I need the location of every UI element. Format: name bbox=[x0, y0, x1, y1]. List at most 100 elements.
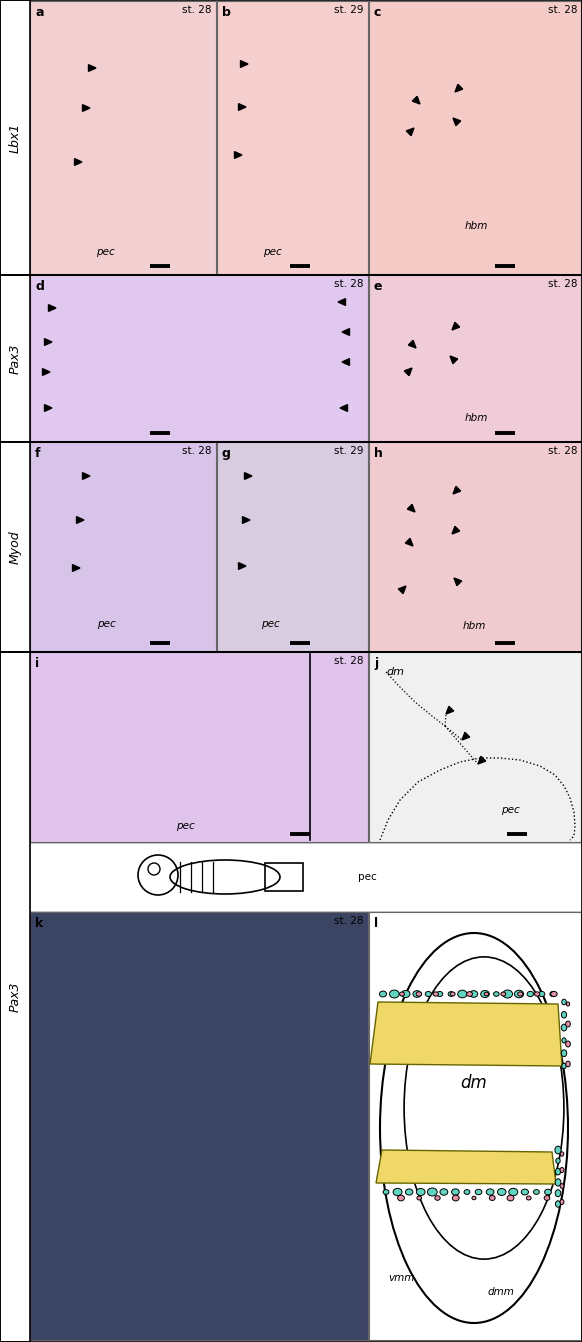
Polygon shape bbox=[42, 369, 50, 376]
Bar bbox=[30, 652, 368, 841]
Ellipse shape bbox=[417, 1196, 421, 1200]
Ellipse shape bbox=[481, 990, 489, 997]
Ellipse shape bbox=[562, 1037, 566, 1043]
Polygon shape bbox=[446, 706, 454, 714]
Text: st. 28: st. 28 bbox=[183, 5, 212, 15]
Bar bbox=[30, 442, 216, 651]
Ellipse shape bbox=[484, 992, 489, 996]
Polygon shape bbox=[240, 60, 248, 67]
Ellipse shape bbox=[562, 1012, 567, 1019]
Text: st. 29: st. 29 bbox=[335, 5, 364, 15]
Bar bbox=[369, 442, 581, 651]
Ellipse shape bbox=[450, 992, 455, 996]
Ellipse shape bbox=[393, 1189, 402, 1196]
Ellipse shape bbox=[427, 1188, 437, 1196]
Ellipse shape bbox=[561, 1024, 567, 1031]
Ellipse shape bbox=[550, 992, 556, 997]
Ellipse shape bbox=[379, 992, 386, 997]
Ellipse shape bbox=[501, 992, 506, 996]
Ellipse shape bbox=[562, 1000, 566, 1005]
Text: st. 28: st. 28 bbox=[335, 279, 364, 289]
Ellipse shape bbox=[521, 1189, 528, 1194]
Ellipse shape bbox=[457, 990, 467, 998]
Ellipse shape bbox=[514, 990, 524, 997]
Ellipse shape bbox=[448, 992, 454, 996]
Ellipse shape bbox=[464, 1189, 470, 1194]
Polygon shape bbox=[462, 733, 470, 739]
Text: dmm: dmm bbox=[488, 1287, 515, 1296]
Text: st. 28: st. 28 bbox=[335, 656, 364, 666]
Polygon shape bbox=[452, 322, 460, 330]
Text: pec: pec bbox=[97, 619, 115, 629]
Polygon shape bbox=[44, 405, 52, 412]
Text: vmm: vmm bbox=[388, 1274, 414, 1283]
Text: pec: pec bbox=[95, 247, 115, 258]
Bar bbox=[217, 442, 368, 651]
Text: st. 28: st. 28 bbox=[335, 917, 364, 926]
Ellipse shape bbox=[534, 992, 540, 996]
Bar bbox=[30, 843, 581, 911]
Bar bbox=[369, 275, 581, 442]
Ellipse shape bbox=[470, 990, 478, 997]
Text: i: i bbox=[35, 658, 39, 670]
Text: Pax3: Pax3 bbox=[9, 982, 22, 1012]
Text: dm: dm bbox=[386, 667, 404, 676]
Ellipse shape bbox=[551, 992, 557, 997]
Bar bbox=[369, 913, 581, 1341]
Text: b: b bbox=[222, 5, 231, 19]
Polygon shape bbox=[239, 103, 246, 110]
Polygon shape bbox=[340, 405, 347, 412]
Text: st. 28: st. 28 bbox=[548, 5, 577, 15]
Polygon shape bbox=[235, 152, 242, 158]
Text: st. 28: st. 28 bbox=[548, 279, 577, 289]
Bar bbox=[0, 652, 582, 1342]
Ellipse shape bbox=[402, 990, 410, 997]
Ellipse shape bbox=[560, 1168, 564, 1173]
Polygon shape bbox=[83, 472, 90, 479]
Polygon shape bbox=[243, 517, 250, 523]
Text: pec: pec bbox=[261, 619, 279, 629]
Ellipse shape bbox=[416, 1189, 425, 1196]
Polygon shape bbox=[76, 517, 84, 523]
Text: Lbx1: Lbx1 bbox=[9, 122, 22, 153]
Text: e: e bbox=[374, 280, 382, 293]
Ellipse shape bbox=[566, 1002, 570, 1006]
Polygon shape bbox=[404, 368, 412, 376]
Text: st. 28: st. 28 bbox=[183, 446, 212, 456]
Polygon shape bbox=[454, 578, 462, 585]
Text: hbm: hbm bbox=[462, 621, 486, 631]
Ellipse shape bbox=[472, 1196, 476, 1200]
Ellipse shape bbox=[556, 1158, 560, 1164]
Ellipse shape bbox=[436, 992, 443, 997]
Ellipse shape bbox=[555, 1169, 560, 1174]
Ellipse shape bbox=[467, 992, 473, 996]
Polygon shape bbox=[412, 97, 420, 103]
Ellipse shape bbox=[560, 1184, 564, 1189]
Bar bbox=[0, 442, 30, 652]
Ellipse shape bbox=[494, 992, 499, 996]
Polygon shape bbox=[409, 341, 416, 348]
Text: k: k bbox=[35, 917, 43, 930]
Ellipse shape bbox=[416, 992, 422, 996]
Bar bbox=[369, 1, 581, 274]
Text: hbm: hbm bbox=[464, 221, 488, 231]
Ellipse shape bbox=[498, 1189, 506, 1196]
Polygon shape bbox=[452, 526, 460, 534]
Ellipse shape bbox=[566, 1041, 570, 1047]
Bar bbox=[0, 0, 582, 275]
Ellipse shape bbox=[452, 1189, 459, 1196]
Ellipse shape bbox=[433, 992, 438, 996]
Polygon shape bbox=[73, 565, 80, 572]
Text: pec: pec bbox=[501, 805, 519, 815]
Text: dm: dm bbox=[460, 1074, 487, 1092]
Text: c: c bbox=[374, 5, 381, 19]
Ellipse shape bbox=[452, 1196, 459, 1201]
Text: a: a bbox=[35, 5, 44, 19]
Polygon shape bbox=[370, 1002, 562, 1066]
Text: pec: pec bbox=[358, 872, 377, 882]
Polygon shape bbox=[83, 105, 90, 111]
Bar bbox=[0, 275, 30, 442]
Ellipse shape bbox=[509, 1188, 518, 1196]
Ellipse shape bbox=[555, 1201, 560, 1208]
Bar bbox=[0, 652, 30, 1342]
